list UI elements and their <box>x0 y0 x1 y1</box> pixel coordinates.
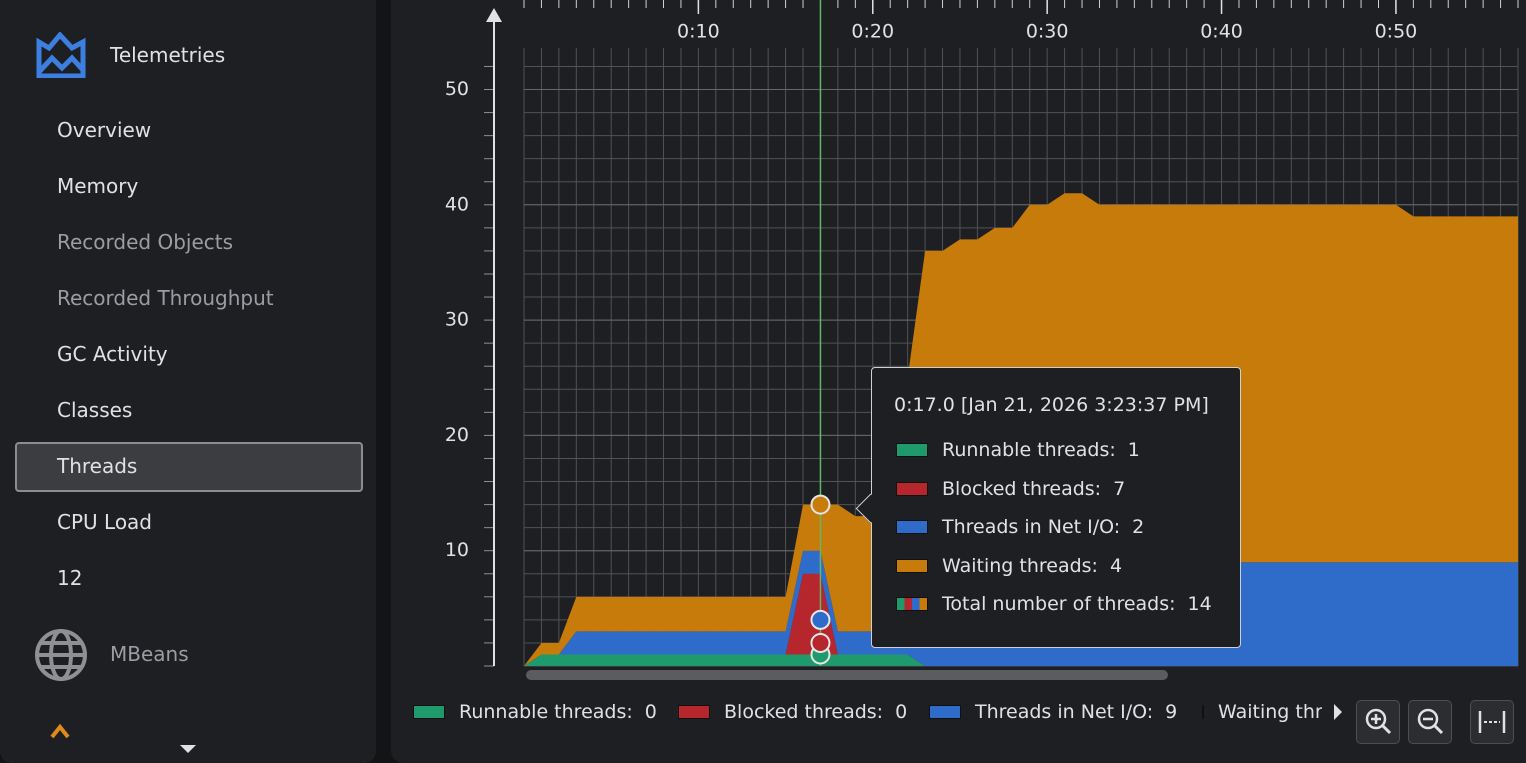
legend-swatch <box>896 443 928 457</box>
nav-item[interactable]: CPU Load <box>57 510 152 534</box>
x-tick-label: 0:30 <box>1026 21 1069 43</box>
nav-item[interactable]: Recorded Throughput <box>57 286 274 310</box>
tooltip-row: Total number of threads: 14 <box>896 592 1212 616</box>
x-tick-label: 0:40 <box>1200 21 1243 43</box>
legend-swatch <box>896 558 928 573</box>
sidebar-header[interactable]: Telemetries <box>110 43 226 67</box>
scrollbar <box>526 670 1168 680</box>
tooltip-row: Threads in Net I/O: 2 <box>896 515 1144 539</box>
area <box>524 654 1518 666</box>
tooltip-label: Blocked threads: <box>942 477 1102 500</box>
y-axis-arrow <box>486 8 502 22</box>
tooltip-row: Blocked threads: 7 <box>896 477 1125 501</box>
x-tick-label: 0:50 <box>1375 21 1418 43</box>
nav-item[interactable]: Classes <box>57 398 133 422</box>
cursor-marker <box>810 632 831 653</box>
tooltip: 0:17.0 [Jan 21, 2026 3:23:37 PM] Runnabl… <box>855 367 1241 648</box>
sidebar <box>0 0 376 763</box>
tooltip-title: 0:17.0 [Jan 21, 2026 3:23:37 PM] <box>894 394 1209 416</box>
tooltip-value: 14 <box>1187 593 1212 615</box>
legend-item[interactable]: Blocked threads: 0 <box>678 700 907 724</box>
legend-label: Runnable threads: <box>459 701 633 723</box>
carets <box>50 723 196 753</box>
legend-value: 9 <box>1165 701 1178 723</box>
legend-swatch <box>678 705 710 719</box>
tooltip-row: Runnable threads: 1 <box>896 438 1140 462</box>
y-tick-label: 50 <box>445 78 469 100</box>
legend-label: Threads in Net I/O: <box>975 701 1154 723</box>
telemetries-icon <box>36 32 86 78</box>
section-header[interactable]: MBeans <box>110 642 189 666</box>
tooltip-label: Runnable threads: <box>942 439 1116 461</box>
y-tick-label: 10 <box>445 539 469 561</box>
nav-item[interactable]: Threads <box>57 454 138 478</box>
y-tick-label: 40 <box>445 193 469 215</box>
selected-highlight <box>15 442 363 492</box>
cursor-marker <box>810 609 831 630</box>
legend-label: Waiting threads: <box>1218 701 1322 723</box>
legend-swatch <box>1202 705 1204 719</box>
zoom-in-button[interactable] <box>1356 700 1400 744</box>
tooltip-label: Threads in Net I/O: <box>942 516 1121 538</box>
legend-label: Blocked threads: <box>724 701 884 723</box>
legend-item[interactable]: Threads in Net I/O: 9 <box>929 700 1177 724</box>
legend-more[interactable] <box>1334 704 1342 720</box>
tooltip-label: Total number of threads: <box>942 593 1176 615</box>
mbeans-icon <box>35 629 87 681</box>
tooltip-label: Waiting threads: <box>942 554 1098 577</box>
tooltip-row: Waiting threads: 4 <box>896 554 1122 578</box>
legend-swatch <box>896 481 928 496</box>
nav-item[interactable]: Memory <box>57 174 139 198</box>
legend-value: 0 <box>895 701 908 723</box>
nav-item[interactable]: 12 <box>57 566 83 590</box>
cursor-marker <box>810 494 831 515</box>
legend-swatch <box>896 597 928 611</box>
zoom-out-button[interactable] <box>1408 700 1452 744</box>
tooltip-value: 1 <box>1127 439 1140 461</box>
y-tick-label: 20 <box>445 424 469 446</box>
nav-item[interactable]: GC Activity <box>57 342 168 366</box>
nav-item[interactable]: Overview <box>57 118 152 142</box>
legend-swatch <box>896 520 928 534</box>
y-tick-label: 30 <box>445 309 469 331</box>
legend-item[interactable]: Runnable threads: 0 <box>413 700 657 724</box>
nav-item[interactable]: Recorded Objects <box>57 230 234 254</box>
legend-value: 0 <box>644 701 657 723</box>
x-tick-label: 0:20 <box>851 21 894 43</box>
tooltip-value: 2 <box>1132 516 1145 538</box>
legend-swatch <box>929 705 961 719</box>
tooltip-value: 7 <box>1113 477 1126 500</box>
x-tick-label: 0:10 <box>677 21 720 43</box>
legend-swatch <box>413 705 445 719</box>
tooltip-value: 4 <box>1109 554 1123 577</box>
fit-button[interactable] <box>1470 700 1514 744</box>
legend-item[interactable]: Waiting threads: <box>1202 700 1322 724</box>
